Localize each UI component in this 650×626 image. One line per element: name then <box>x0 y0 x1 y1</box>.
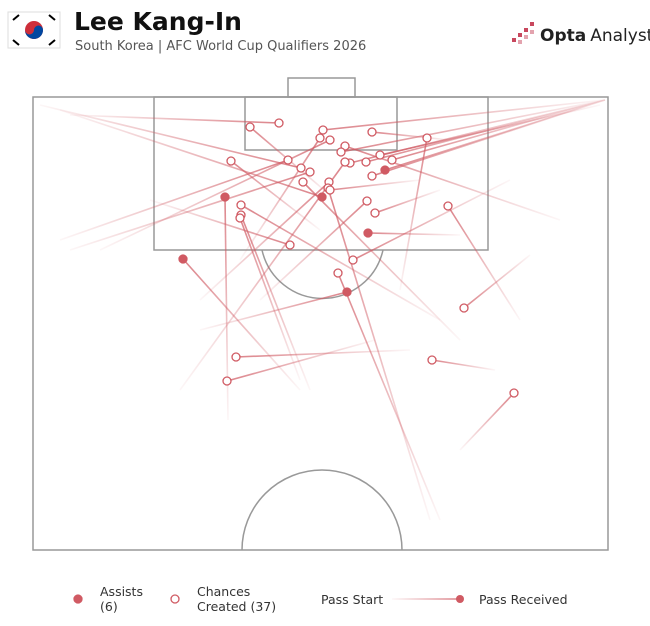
pass-line <box>463 254 531 309</box>
pitch <box>32 77 609 551</box>
brand-text: Analyst <box>590 26 650 46</box>
chance-marker <box>325 185 335 195</box>
chance-marker <box>427 355 437 365</box>
pass-line <box>379 104 601 156</box>
chance-marker <box>336 147 346 157</box>
pass-line <box>337 272 441 521</box>
brand-logo <box>512 22 534 44</box>
chance-marker <box>370 208 380 218</box>
legend-marker <box>456 595 464 603</box>
chance-marker <box>509 388 519 398</box>
legend-label: Assists <box>100 584 143 599</box>
pass-line <box>99 139 331 251</box>
pass-line <box>59 159 289 241</box>
assist-marker <box>342 287 352 297</box>
chance-marker <box>226 156 236 166</box>
pass-line <box>226 339 376 382</box>
pass-line <box>327 187 431 521</box>
pass-line <box>239 217 301 381</box>
chance-marker <box>361 157 371 167</box>
pass-line <box>447 205 521 321</box>
pass-line <box>322 99 606 131</box>
chance-marker <box>375 150 385 160</box>
pass-line <box>329 179 421 191</box>
pass-line <box>367 232 461 236</box>
chance-marker <box>333 268 343 278</box>
assist-marker <box>178 254 188 264</box>
flag <box>7 11 61 49</box>
pass-line <box>199 181 330 301</box>
chance-marker <box>222 376 232 386</box>
pass-line <box>69 114 280 124</box>
chance-marker <box>367 127 377 137</box>
pass-line <box>340 99 606 153</box>
pass-line <box>459 392 515 451</box>
chance-marker <box>443 201 453 211</box>
chance-marker <box>231 352 241 362</box>
assist-marker <box>363 228 373 238</box>
chance-marker <box>459 303 469 313</box>
chance-marker <box>362 196 372 206</box>
pass-line <box>240 204 441 321</box>
legend-start: Pass Start <box>321 592 383 607</box>
pass-line <box>302 181 461 341</box>
pass-line <box>39 104 302 169</box>
chance-marker <box>296 163 306 173</box>
assist-marker <box>380 165 390 175</box>
legend-marker <box>170 594 180 604</box>
pass-line <box>182 258 301 391</box>
legend-end: Pass Received <box>479 592 568 607</box>
pass-line <box>374 189 441 214</box>
title: Lee Kang-In <box>74 7 242 36</box>
chance-marker <box>298 177 308 187</box>
brand: Opta Analyst <box>540 26 650 46</box>
pass-line <box>431 359 496 371</box>
brand-bold: Opta <box>540 26 586 46</box>
assist-marker <box>317 192 327 202</box>
pass-line <box>235 349 411 358</box>
assist-marker <box>220 192 230 202</box>
pass-line <box>259 200 368 301</box>
pass-line <box>371 131 451 141</box>
chance-marker <box>315 133 325 143</box>
subtitle: South Korea | AFC World Cup Qualifiers 2… <box>75 39 366 54</box>
chance-marker <box>348 255 358 265</box>
pass-line <box>352 179 511 261</box>
legend-label: (6) <box>100 599 118 614</box>
chance-marker <box>236 200 246 210</box>
chance-marker <box>367 171 377 181</box>
pass-line <box>69 171 311 251</box>
chance-marker <box>235 213 245 223</box>
chance-marker <box>325 135 335 145</box>
pass-line <box>230 160 321 231</box>
chance-marker <box>387 155 397 165</box>
legend-marker <box>73 594 83 604</box>
chance-marker <box>283 155 293 165</box>
legend-label: Chances <box>197 584 250 599</box>
legend-label: Created (37) <box>197 599 276 614</box>
passes <box>39 99 606 521</box>
chance-marker <box>340 157 350 167</box>
chance-marker <box>285 240 295 250</box>
pass-line <box>149 199 291 246</box>
chance-marker <box>305 167 315 177</box>
chance-marker <box>318 125 328 135</box>
pass-line <box>199 291 348 331</box>
chance-marker <box>245 122 255 132</box>
chance-marker <box>274 118 284 128</box>
pass-line <box>399 137 428 291</box>
chance-marker <box>422 133 432 143</box>
pass-line <box>179 161 346 391</box>
